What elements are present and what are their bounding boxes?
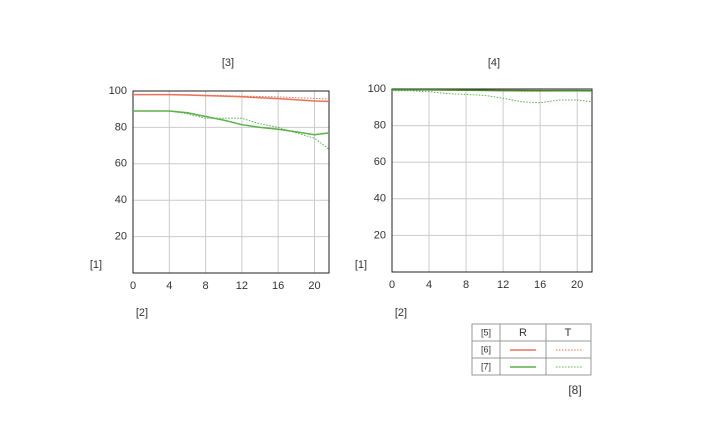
- y-axis-label: [1]: [355, 259, 367, 271]
- x-axis-label: [2]: [136, 307, 148, 319]
- x-tick-label: 16: [534, 279, 546, 291]
- legend-table: [471, 323, 592, 376]
- y-tick-label: 40: [374, 193, 386, 205]
- y-axis-label: [1]: [90, 259, 102, 271]
- legend-header: [5]: [481, 327, 491, 337]
- legend-header: R: [519, 327, 527, 339]
- legend-row-label: [6]: [481, 344, 491, 354]
- x-axis-label: [2]: [395, 307, 407, 319]
- y-tick-label: 20: [374, 229, 386, 241]
- chart-title: [4]: [488, 57, 500, 69]
- legend-frame: [471, 323, 592, 376]
- x-tick-label: 8: [203, 280, 209, 292]
- legend-note: [8]: [568, 383, 581, 397]
- y-tick-label: 60: [115, 158, 127, 170]
- y-tick-label: 20: [115, 231, 127, 243]
- series-line: [392, 88, 593, 92]
- x-tick-label: 4: [166, 280, 172, 292]
- series-line: [133, 94, 330, 100]
- y-tick-label: 40: [115, 194, 127, 206]
- x-tick-label: 12: [497, 279, 509, 291]
- y-tick-label: 80: [115, 121, 127, 133]
- legend-header: T: [565, 327, 572, 339]
- plot-frame: [132, 90, 330, 274]
- x-tick-label: 16: [272, 280, 284, 292]
- series-line: [392, 90, 593, 104]
- chart-title: [3]: [222, 57, 234, 69]
- x-tick-label: 8: [463, 279, 469, 291]
- x-tick-label: 0: [389, 279, 395, 291]
- plot-frame: [391, 88, 593, 273]
- y-tick-label: 100: [368, 83, 386, 95]
- series-line: [133, 110, 330, 150]
- y-tick-label: 80: [374, 120, 386, 132]
- x-tick-label: 4: [426, 279, 432, 291]
- x-tick-label: 20: [308, 280, 320, 292]
- x-tick-label: 12: [236, 280, 248, 292]
- series-line: [133, 110, 330, 136]
- y-tick-label: 100: [109, 85, 127, 97]
- series-line: [133, 93, 330, 103]
- y-tick-label: 60: [374, 156, 386, 168]
- x-tick-label: 20: [571, 279, 583, 291]
- legend-row-label: [7]: [481, 361, 491, 371]
- x-tick-label: 0: [130, 280, 136, 292]
